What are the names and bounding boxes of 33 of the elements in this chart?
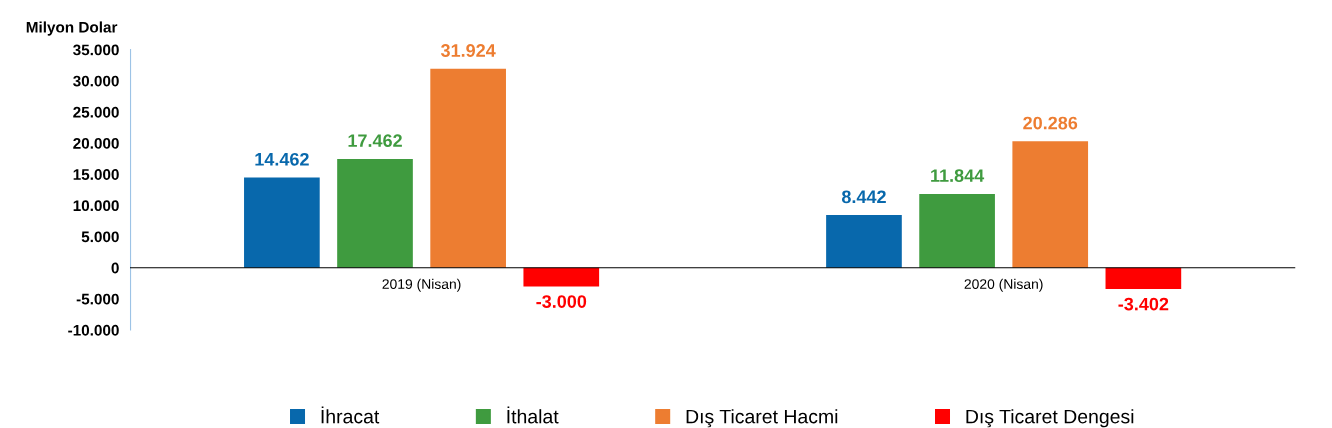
data-label: 8.442 [841, 190, 886, 204]
y-tick-label: 10.000 [73, 200, 119, 212]
legend-label: Dış Ticaret Hacmi [686, 409, 838, 428]
y-axis-title: Milyon Dolar [26, 21, 118, 36]
y-tick-label: 0 [111, 262, 119, 274]
x-tick-label: 2019 (Nisan) [382, 278, 461, 292]
data-label: 20.286 [1023, 116, 1078, 130]
bar [244, 177, 320, 268]
y-tick-label: -10.000 [68, 324, 119, 336]
data-label: -3.402 [1118, 297, 1169, 311]
y-tick-label: 20.000 [73, 137, 119, 149]
y-tick-label: -5.000 [76, 293, 119, 305]
bar [826, 215, 902, 268]
data-label: 31.924 [440, 44, 496, 57]
y-tick-label: 15.000 [73, 169, 119, 180]
bar [919, 193, 995, 268]
bar [1012, 141, 1089, 268]
data-label: 14.462 [255, 152, 309, 166]
legend-label: Dış Ticaret Dengesi [966, 409, 1134, 428]
bar [337, 158, 413, 268]
y-tick-label: 30.000 [73, 75, 119, 87]
data-label: 11.844 [931, 169, 985, 182]
y-tick-label: 5.000 [81, 231, 119, 243]
bar [523, 267, 600, 287]
data-label: 17.462 [348, 134, 402, 147]
bar [430, 68, 506, 268]
legend-label: İthalat [507, 406, 559, 424]
x-tick-label: 2020 (Nisan) [964, 278, 1043, 292]
y-tick-label: 35.000 [73, 44, 119, 56]
bar [1105, 267, 1182, 289]
data-label: -3.000 [536, 295, 587, 308]
y-tick-label: 25.000 [73, 106, 119, 118]
legend-label: İhracat [321, 406, 380, 424]
